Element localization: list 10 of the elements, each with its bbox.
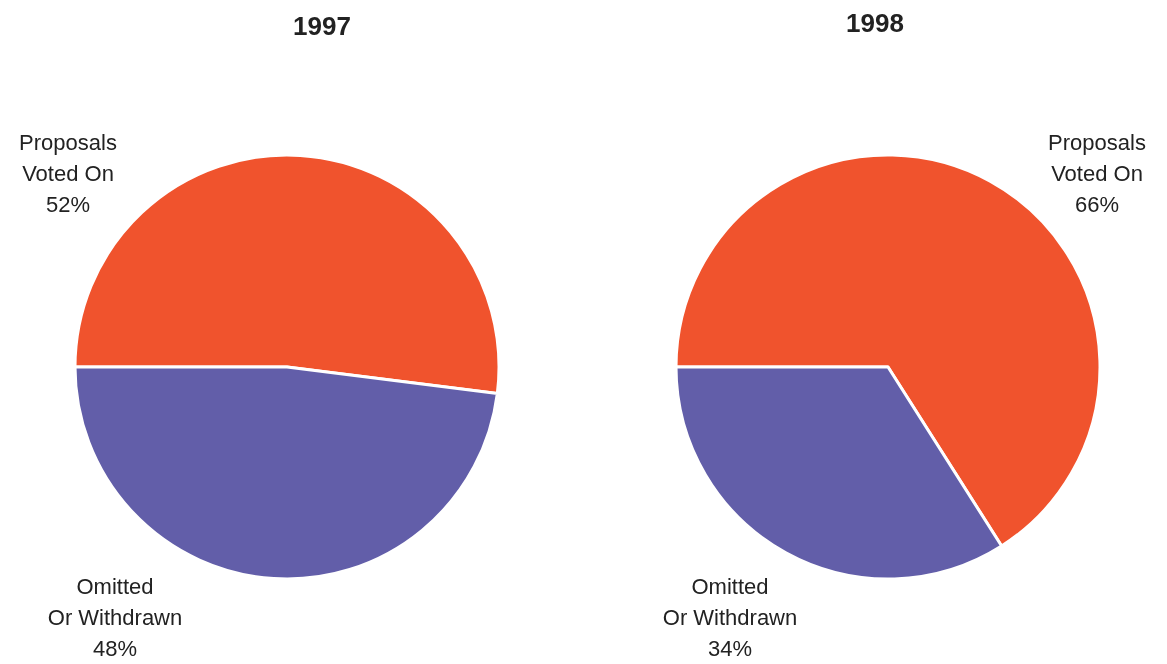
chart-title: 1997 <box>293 11 351 41</box>
slice-label: Proposals Voted On <box>1048 129 1146 186</box>
data-label: 66% <box>1074 191 1120 217</box>
slice-label: Omitted Or Withdrawn <box>662 573 798 630</box>
data-label: 52% <box>45 191 91 217</box>
data-label: 34% <box>707 635 753 661</box>
chart-title: 1998 <box>846 8 904 38</box>
slice-label: Omitted Or Withdrawn <box>47 573 183 630</box>
slice-label: Proposals Voted On <box>19 129 117 186</box>
data-label: 48% <box>92 635 138 661</box>
